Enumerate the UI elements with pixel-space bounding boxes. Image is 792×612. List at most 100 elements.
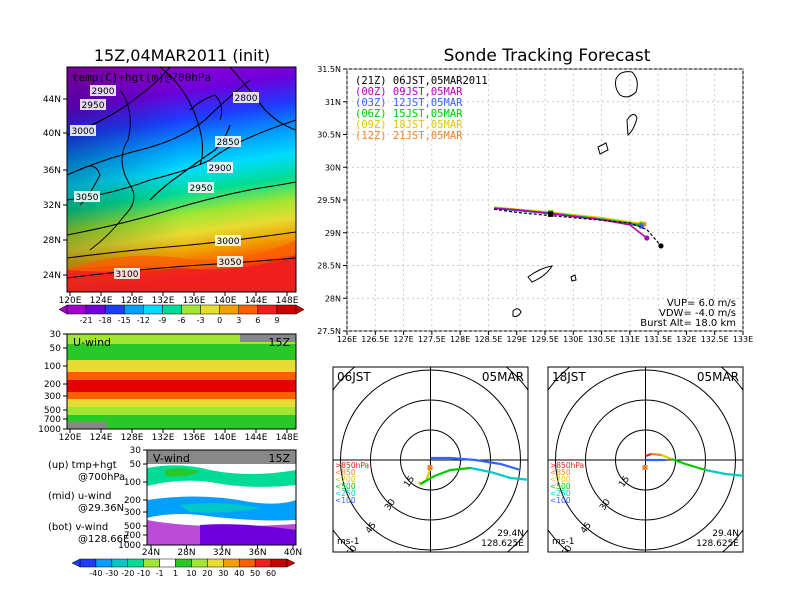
contour-label-bg [233, 92, 259, 103]
track-xtick-label: 126E [337, 335, 357, 344]
track-legend-entry: (09Z) 18JST,05MAR [355, 119, 463, 131]
u-xtick-label: 124E [90, 433, 113, 443]
colorbar-swatch [85, 304, 106, 315]
wind-colorbar-label: 60 [266, 569, 276, 578]
wind-colorbar-swatch [191, 558, 208, 568]
contour-label-bg [207, 162, 233, 173]
contour-label: 3000 [72, 127, 95, 137]
v-xtick-label: 28N [177, 548, 195, 558]
colorbar-swatch [276, 304, 297, 315]
track-xtick-label: 130.5E [588, 335, 616, 344]
track-xtick-label: 127E [393, 335, 413, 344]
wind-colorbar-swatch [238, 558, 256, 568]
track-series-endpoint [638, 223, 644, 229]
hodograph-lon: 128.625E [696, 539, 739, 549]
colorbar-label: -6 [178, 316, 186, 325]
hodograph-trace [651, 452, 662, 457]
u-ytick-label: 300 [44, 392, 61, 402]
track-ytick-label: 31N [325, 98, 341, 107]
wind-colorbar-label: 1 [173, 569, 178, 578]
map-xtick-label: 148E [276, 296, 299, 306]
contour-label: 2850 [217, 138, 240, 148]
wind-colorbar-label: -10 [137, 569, 150, 578]
map-xtick-label: 136E [183, 296, 206, 306]
u-ytick-label: 200 [44, 380, 61, 390]
v-ytick-label: 200 [124, 496, 141, 506]
hodograph-date: 05MAR [697, 370, 739, 384]
map-ytick-label: 32N [43, 201, 61, 211]
map-xtick-label: 124E [90, 296, 113, 306]
colorbar-arrow [58, 304, 68, 315]
contour-label-bg [215, 136, 241, 147]
contour-label-bg [114, 268, 140, 279]
track-series-line [494, 207, 648, 239]
contour-label: 3050 [76, 193, 99, 203]
island-outline [527, 265, 553, 283]
wind-colorbar-label: 20 [202, 569, 212, 578]
wind-colorbar-label: -40 [89, 569, 102, 578]
wind-colorbar-label: -30 [105, 569, 118, 578]
temperature-height-map: temp(C)+hgt(m)@700hPa 2900 2800 2950 3000 28… [43, 66, 299, 306]
u-xtick-label: 148E [276, 433, 299, 443]
hodograph-trace [671, 457, 706, 472]
hodograph-trace [645, 452, 652, 458]
track-ytick-label: 31.5N [317, 65, 341, 74]
colorbar-label: -18 [99, 316, 112, 325]
colorbar-label: -12 [137, 316, 150, 325]
track-xtick-label: 130E [563, 335, 583, 344]
u-ytick-label: 500 [44, 406, 61, 416]
v-ytick-label: 100 [124, 478, 141, 488]
wind-colorbar-swatch [159, 558, 176, 568]
map-ytick-label: 28N [43, 236, 61, 246]
map-ytick-label: 24N [43, 271, 61, 281]
track-xtick-label: 131E [620, 335, 640, 344]
hodograph-ring-label: 60 [345, 544, 360, 559]
track-ytick-label: 28.5N [317, 262, 341, 271]
hodograph-lon: 128.625E [481, 539, 524, 549]
hodograph-level-label: >850hPa [550, 461, 584, 470]
colorbar-swatch [181, 304, 201, 315]
hodograph-date: 05MAR [482, 370, 524, 384]
wind-colorbar-swatch [95, 558, 113, 568]
map-xtick-label: 140E [214, 296, 237, 306]
hodograph-trace [470, 466, 528, 481]
contour-label-bg [80, 99, 106, 110]
track-legend-entry: (00Z) 09JST,05MAR [355, 86, 463, 98]
colorbar-swatch [66, 304, 87, 315]
contour-label: 2900 [92, 87, 115, 97]
colorbar-label: -21 [80, 316, 93, 325]
hodograph-trace [430, 456, 521, 472]
map-xtick-label: 132E [152, 296, 175, 306]
colorbar-label: -3 [197, 316, 205, 325]
hodograph-level-label: <500 [335, 482, 356, 491]
v-ytick-label: 1000 [118, 541, 141, 551]
island-outline [570, 274, 577, 282]
hodograph-ring-label: 60 [560, 544, 575, 559]
hodograph-time: 06JST [337, 370, 371, 384]
track-info-line: VUP= 6.0 m/s [667, 298, 736, 309]
hodograph-level-label: <850 [550, 468, 571, 477]
wind-colorbar-swatch [175, 558, 192, 568]
island-outline [615, 71, 638, 98]
track-series-endpoint [658, 243, 664, 249]
v-ytick-label: 50 [130, 460, 142, 470]
wind-colorbar-swatch [79, 558, 97, 568]
contour-label: 3000 [217, 237, 240, 247]
u-xtick-label: 140E [214, 433, 237, 443]
v-ytick-label: 300 [124, 508, 141, 518]
v-ytick-label: 30 [130, 446, 142, 456]
contour-label-bg [217, 256, 243, 267]
track-xtick-label: 133E [733, 335, 753, 344]
legend-note-line1: (up) tmp+hgt [48, 460, 117, 471]
colorbar-swatch [257, 304, 278, 315]
hodograph-trace [661, 453, 672, 461]
track-xtick-label: 129E [507, 335, 527, 344]
track-ytick-label: 28N [325, 294, 341, 303]
temperature-colorbar: -21 -18 -15 -12 -9 -6 -3 0 3 6 9 [58, 304, 305, 325]
colorbar-swatch [104, 304, 125, 315]
hodograph-unit: ms-1 [337, 537, 359, 547]
contour-label-bg [74, 191, 100, 202]
track-xtick-label: 132E [676, 335, 696, 344]
track-legend-entry: (21Z) 06JST,05MAR2011 [355, 75, 488, 87]
